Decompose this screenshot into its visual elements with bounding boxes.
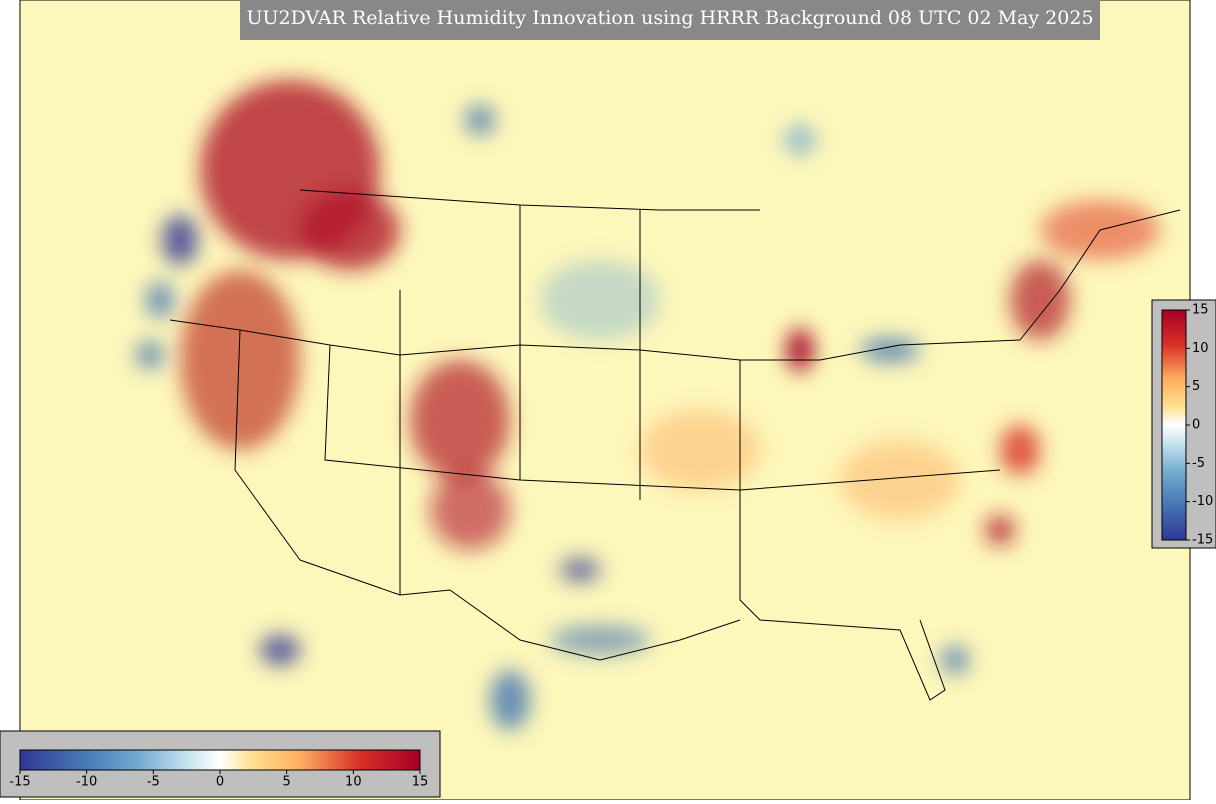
innovation-field — [136, 80, 1160, 730]
colorbar-tick-label: 5 — [283, 775, 291, 790]
colorbar-tick-label: -10 — [1192, 494, 1213, 509]
colorbar-tick-label: -15 — [9, 775, 30, 790]
colorbar-tick-label: 10 — [345, 775, 362, 790]
colorbar-tick-label: 15 — [1192, 303, 1209, 318]
colorbar-tick-label: -15 — [1192, 533, 1213, 548]
colorbar-tick-label: -5 — [147, 775, 160, 790]
colorbar-tick-label: 5 — [1192, 379, 1200, 394]
title-box — [240, 0, 1100, 40]
colorbar-tick-label: 15 — [412, 775, 429, 790]
map-title: UU2DVAR Relative Humidity Innovation usi… — [246, 7, 1093, 29]
colorbar-tick-label: 10 — [1192, 341, 1209, 356]
colorbar-tick-label: 0 — [216, 775, 224, 790]
colorbar — [19, 749, 421, 771]
colorbar-tick-label: -5 — [1192, 456, 1205, 471]
boundaries — [169, 189, 1181, 701]
colorbar-tick-label: -10 — [76, 775, 97, 790]
colorbar-tick-label: 0 — [1192, 418, 1200, 433]
colorbar — [1161, 309, 1187, 541]
